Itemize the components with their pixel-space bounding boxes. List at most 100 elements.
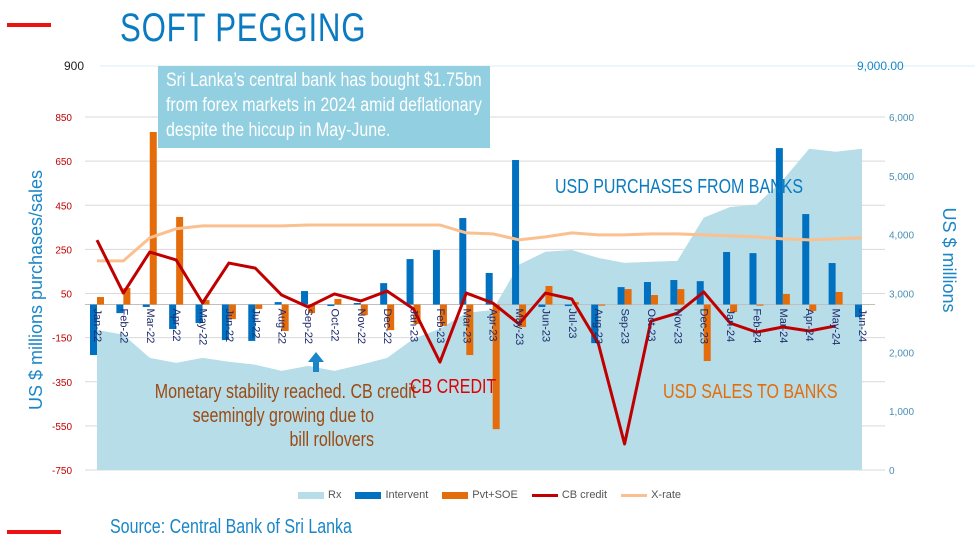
red-accent-top — [7, 23, 51, 27]
x-tick-label: May-24 — [830, 309, 842, 346]
intervent-bar — [142, 304, 150, 307]
legend-label: CB credit — [561, 489, 608, 501]
source-note: Source: Central Bank of Sri Lanka — [110, 516, 352, 538]
intervent-bar — [512, 160, 520, 305]
intervent-bar — [696, 281, 704, 305]
legend-label: Intervent — [385, 489, 429, 501]
intervent-bar — [116, 304, 124, 314]
pvt-soe-bar — [650, 295, 658, 305]
x-tick-label: Aug-23 — [592, 309, 604, 344]
y-tick-label: 250 — [55, 245, 72, 256]
x-tick-label: Sep-22 — [302, 309, 314, 344]
x-tick-label: Jan-22 — [91, 309, 103, 343]
pvt-soe-bar — [439, 304, 447, 326]
intervent-bar — [538, 304, 546, 307]
x-tick-label: Nov-23 — [671, 309, 683, 344]
annotation-line: bill rollovers — [289, 429, 374, 451]
red-accent-bottom — [7, 530, 61, 534]
x-tick-label: Dec-23 — [698, 309, 710, 344]
y-tick-label: 50 — [61, 290, 73, 301]
legend-item-intervent: Intervent — [355, 489, 428, 501]
y2-axis-title: US $ millions — [939, 207, 959, 312]
annotation-line: seemingly growing due to — [192, 405, 374, 427]
pvt-soe-bar — [176, 216, 184, 305]
intervent-bar — [301, 291, 309, 305]
intervent-bar — [775, 148, 783, 305]
pvt-soe-bar — [809, 304, 817, 311]
y-tick-label: -550 — [52, 422, 72, 433]
intervent-bar — [195, 304, 203, 324]
intervent-bar — [723, 252, 731, 305]
x-tick-label: May-22 — [197, 309, 209, 346]
x-tick-label: Jan-24 — [724, 309, 736, 343]
pvt-soe-bar — [624, 289, 632, 305]
legend-label: Rx — [328, 489, 342, 501]
y2-top-label: 9,000.00 — [857, 59, 904, 73]
y-tick-label: -750 — [52, 466, 72, 477]
x-tick-label: Aug-22 — [276, 309, 288, 344]
y2-tick-label: 6,000 — [889, 113, 914, 124]
rx-area — [97, 148, 862, 470]
y2-tick-label: 4,000 — [889, 231, 914, 242]
pvt-soe-bar — [281, 304, 289, 332]
pvt-soe-bar — [334, 299, 342, 305]
x-tick-label: Jan-23 — [408, 309, 420, 343]
y-axis-title: US $ millions purchases/sales — [26, 170, 46, 410]
pvt-soe-bar — [228, 304, 236, 320]
y2-tick-label: 3,000 — [889, 290, 914, 301]
pvt-soe-bar — [492, 304, 500, 430]
callout-box: Sri Lanka’s central bank has bought $1.7… — [158, 66, 490, 148]
y-tick-label: -350 — [52, 378, 72, 389]
y-tick-label: -150 — [52, 334, 72, 345]
y-tick-label: 650 — [55, 157, 72, 168]
annotation-cb-credit: CB CREDIT — [410, 376, 497, 398]
callout-line: despite the hiccup in May-June. — [166, 120, 391, 141]
pvt-soe-bar — [466, 304, 474, 356]
y2-tick-label: 1,000 — [889, 407, 914, 418]
intervent-bar — [617, 287, 625, 305]
legend-swatch — [621, 493, 648, 497]
x-tick-label: Dec-22 — [381, 309, 393, 344]
legend-label: Pvt+SOE — [472, 489, 518, 501]
pvt-soe-bar — [360, 304, 368, 316]
x-tick-label: Jun-23 — [539, 309, 551, 343]
legend-item-rx: Rx — [298, 489, 341, 501]
pvt-soe-bar — [677, 289, 685, 305]
up-arrow-icon — [308, 352, 324, 372]
intervent-bar — [221, 304, 229, 341]
annotation-sales: USD SALES TO BANKS — [663, 381, 838, 403]
intervent-bar — [749, 253, 757, 305]
intervent-bar — [327, 304, 335, 307]
intervent-bar — [248, 304, 256, 341]
pvt-soe-bar — [835, 291, 843, 305]
callout-line: from forex markets in 2024 amid deflatio… — [166, 95, 482, 116]
page-title: SOFT PEGGING — [120, 6, 367, 50]
x-tick-label: Sep-23 — [619, 309, 631, 344]
x-tick-label: Apr-24 — [803, 309, 815, 342]
x-tick-label: May-23 — [513, 309, 525, 346]
pvt-soe-bar — [387, 304, 395, 331]
x-rate-line — [97, 223, 863, 263]
legend-item-x-rate: X-rate — [621, 489, 681, 501]
annotation-line: Monetary stability reached. CB credit — [154, 381, 417, 403]
pvt-soe-bar — [123, 287, 131, 305]
intervent-bar — [564, 304, 572, 307]
pvt-soe-bar — [598, 304, 606, 306]
pvt-soe-bar — [519, 304, 527, 328]
x-tick-label: Jul-22 — [249, 309, 261, 339]
x-tick-label: Mar-22 — [144, 309, 156, 344]
x-tick-label: Feb-24 — [750, 309, 762, 344]
x-tick-label: Jun-24 — [856, 309, 868, 343]
y-tick-label: 850 — [55, 113, 72, 124]
intervent-bar — [802, 214, 810, 305]
cb-credit-line — [95, 239, 836, 446]
legend-item-pvt-soe: Pvt+SOE — [442, 489, 518, 501]
pvt-soe-bar — [97, 297, 104, 305]
x-tick-label: Apr-23 — [487, 309, 499, 342]
pvt-soe-bar — [756, 304, 764, 306]
intervent-bar — [855, 304, 862, 318]
pvt-soe-bar — [202, 300, 210, 305]
x-tick-label: Oct-22 — [328, 309, 340, 342]
intervent-bar — [90, 304, 97, 356]
pvt-soe-bar — [703, 304, 711, 362]
